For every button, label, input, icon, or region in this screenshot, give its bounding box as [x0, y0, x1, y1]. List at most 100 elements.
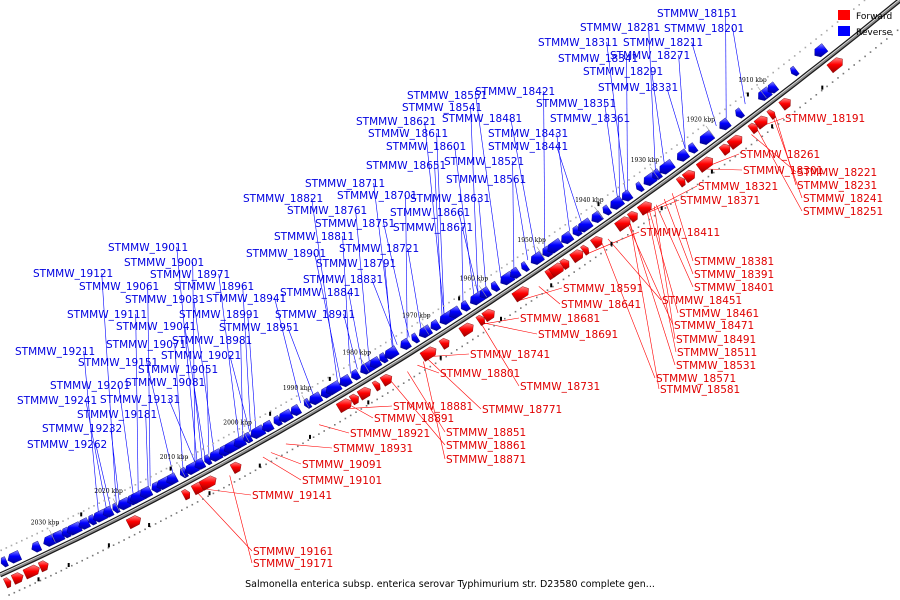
gc-dot: [186, 506, 188, 509]
reverse-gene: [688, 142, 699, 154]
reverse-gene-label: STMMW_18291: [583, 66, 663, 78]
forward-gene: [419, 346, 437, 362]
forward-gene-label: STMMW_18931: [333, 443, 413, 455]
gc-dot: [585, 209, 588, 211]
marker-mark: [710, 169, 713, 174]
reverse-gene-label: STMMW_19181: [77, 409, 157, 421]
forward-gene: [726, 134, 743, 150]
gc-dot: [740, 96, 742, 98]
reverse-gene-label: STMMW_18811: [274, 231, 354, 243]
gc-dot: [788, 114, 791, 117]
reverse-leader-line: [651, 70, 665, 165]
tick-line: [650, 166, 659, 179]
gc-dot: [128, 536, 131, 539]
gc-dot: [450, 352, 453, 354]
gc-dot: [493, 324, 495, 327]
gc-dot: [23, 587, 26, 589]
reverse-leader-line: [193, 298, 215, 453]
forward-leader-line: [417, 364, 440, 374]
gc-dot: [605, 249, 608, 251]
gc-dot: [318, 433, 320, 435]
gc-dot: [767, 75, 769, 78]
forward-leader-line: [204, 488, 252, 496]
reverse-gene: [418, 324, 434, 339]
gc-dot: [509, 314, 511, 316]
forward-gene: [614, 216, 631, 232]
gc-dot: [485, 277, 487, 280]
gc-dot: [713, 171, 715, 174]
gc-dot: [150, 475, 152, 478]
gc-dot: [364, 354, 366, 357]
reverse-gene: [490, 280, 501, 292]
gc-dot: [8, 594, 10, 596]
gc-dot: [648, 218, 651, 221]
gc-dot: [123, 539, 125, 541]
gc-dot: [46, 527, 49, 530]
reverse-gene-label: STMMW_18521: [444, 156, 524, 168]
gc-dot: [334, 424, 336, 426]
reverse-leader-line: [101, 272, 117, 504]
reverse-gene-label: STMMW_19061: [79, 281, 159, 293]
gc-dot: [522, 253, 524, 255]
marker-mark: [500, 316, 502, 321]
gc-dot: [286, 451, 288, 454]
gc-dot: [842, 72, 845, 75]
marker-mark: [367, 400, 370, 405]
reverse-leader-line: [383, 222, 410, 338]
gc-dot: [649, 163, 652, 166]
forward-leader-line: [671, 193, 694, 262]
gc-dot: [207, 495, 209, 497]
reverse-leader-line: [311, 197, 338, 382]
gc-dot: [376, 398, 378, 401]
scale-ticks: 1910 kbp 1920 kbp 1930 kbp 1940 kbp 1950 kbp…: [31, 77, 767, 543]
gc-dot: [702, 124, 705, 127]
gc-dot: [402, 382, 405, 384]
gc-dot: [788, 59, 791, 61]
legend: Forward Reverse: [838, 10, 893, 38]
forward-gene-label: STMMW_18691: [538, 329, 618, 341]
gc-dot: [248, 422, 251, 424]
gc-dot: [777, 123, 780, 125]
gc-dot: [653, 214, 656, 217]
gc-dot: [707, 175, 710, 178]
gc-dot: [323, 430, 325, 432]
forward-gene-label: STMMW_18461: [679, 308, 759, 320]
reverse-leader-line: [618, 117, 620, 197]
marker-mark: [610, 241, 613, 246]
forward-leader-line: [516, 287, 563, 302]
gc-dot: [498, 321, 501, 323]
gc-dot: [186, 456, 189, 459]
gc-dot: [739, 151, 742, 154]
reverse-gene-label: STMMW_18561: [446, 174, 526, 186]
forward-leader-line: [601, 242, 656, 379]
reverse-gene: [699, 129, 716, 145]
gc-dot: [644, 167, 646, 170]
reverse-gene-label: STMMW_19131: [100, 394, 180, 406]
tick-label: 1980 kbp: [343, 350, 372, 357]
gc-dot: [858, 59, 861, 62]
reverse-gene: [139, 485, 154, 499]
gc-dot: [297, 445, 299, 448]
gc-dot: [541, 293, 543, 295]
forward-leader-line: [346, 405, 393, 409]
gc-dot: [548, 235, 551, 237]
gc-dot: [275, 457, 278, 460]
reverse-leader-line: [287, 326, 314, 396]
gc-dot: [514, 310, 517, 313]
gc-dot: [50, 574, 52, 577]
reverse-leader-line: [240, 339, 244, 437]
gc-dot: [686, 136, 689, 139]
gc-dot: [191, 503, 194, 506]
gc-dot: [175, 512, 178, 514]
gc-dot: [34, 582, 36, 584]
forward-gene: [695, 156, 714, 173]
gc-dot: [139, 531, 141, 533]
forward-gene: [125, 515, 142, 530]
reverse-gene-label: STMMW_19001: [124, 257, 204, 269]
gc-dot: [562, 278, 565, 281]
reverse-gene: [610, 195, 626, 210]
reverse-gene: [430, 319, 442, 331]
reverse-leader-line: [626, 57, 628, 191]
gc-dot: [133, 533, 136, 536]
tick-line: [757, 86, 767, 99]
